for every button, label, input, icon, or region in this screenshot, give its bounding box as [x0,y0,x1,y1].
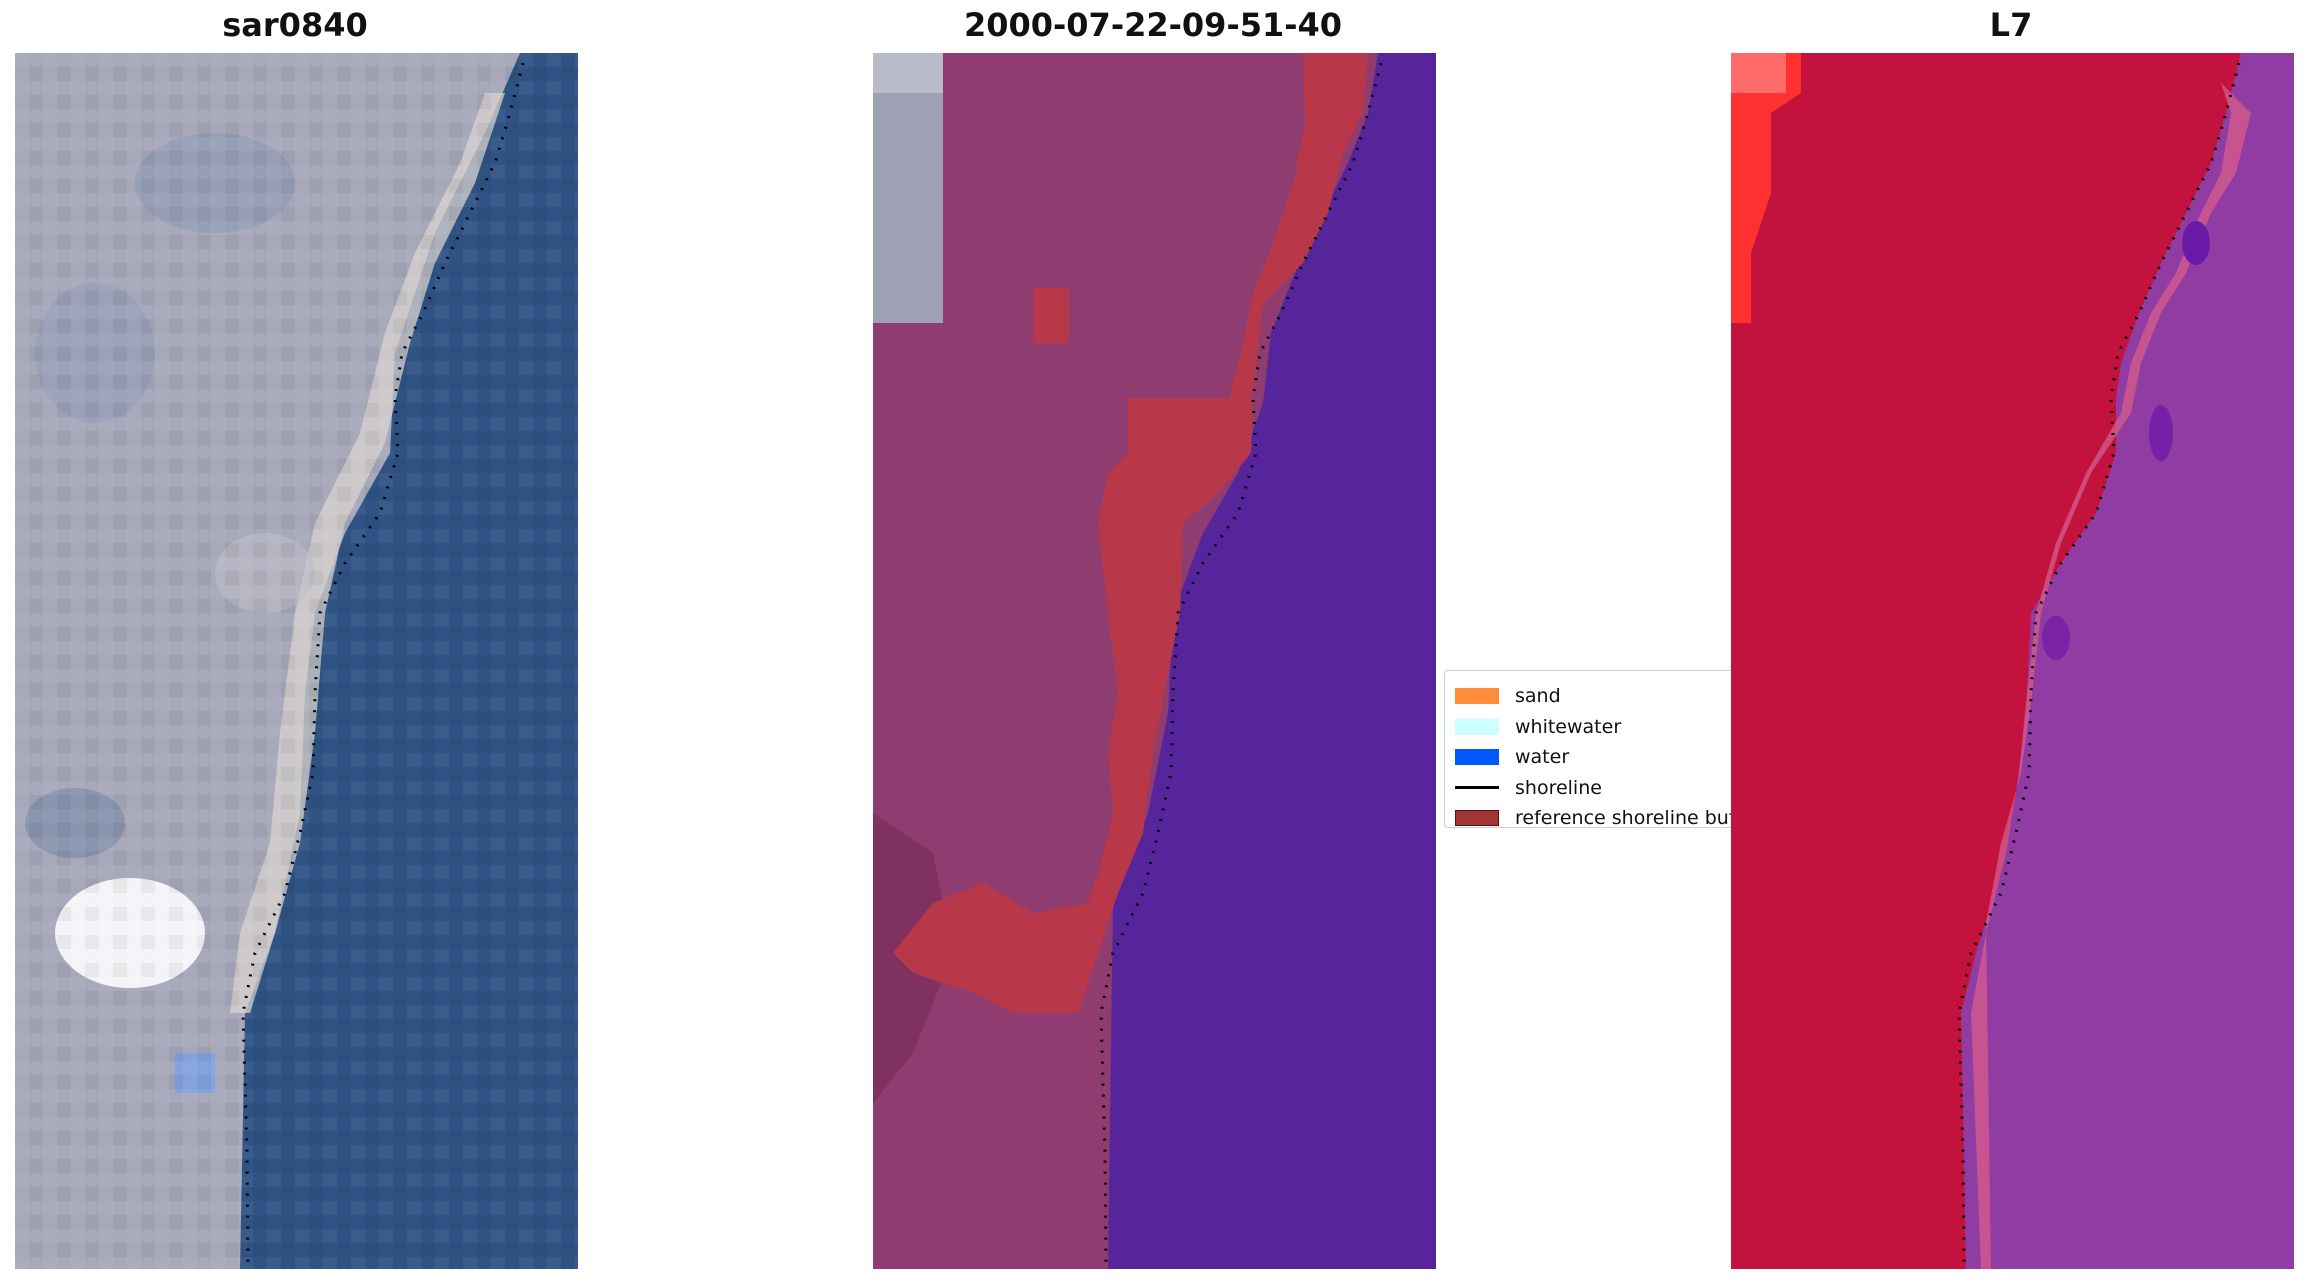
shoreline-dots [241,62,525,1269]
shoreline-dots [1957,62,2241,1269]
rgb-image-panel [15,53,578,1269]
buffer-region-north [1223,53,1368,423]
legend-item-whitewater: whitewater [1455,712,1743,743]
l7-image-panel [1731,53,2294,1269]
legend-label: sand [1515,685,1561,708]
sand-swatch [1455,688,1499,705]
legend-label: shoreline [1515,776,1602,799]
legend-label: whitewater [1515,715,1622,738]
classified-image-panel [873,53,1436,1269]
panel-title-l7: L7 [1989,6,2033,44]
legend-label: water [1515,746,1570,769]
buffer-swatch [1455,810,1499,827]
shoreline-dots [1099,62,1383,1269]
legend-item-sand: sand [1455,681,1743,712]
land-area [1731,53,2241,1269]
bright-patch [1731,53,1801,323]
water-swatch [1455,749,1499,766]
legend: sand whitewater water shoreline referenc… [1444,670,1744,828]
buffer-region-south [893,398,1253,1013]
unclassified-corner [873,53,943,323]
whitewater-swatch [1455,718,1499,735]
rgb-image [15,53,578,1269]
panel-title-rgb: sar0840 [222,6,368,44]
shoreline-swatch [1455,786,1499,790]
buffer-patch [1033,288,1069,343]
legend-label: reference shoreline buffer [1515,807,1744,828]
legend-item-buffer: reference shoreline buffer [1455,803,1744,828]
legend-item-water: water [1455,742,1743,773]
legend-item-shoreline: shoreline [1455,773,1743,804]
l7-image [1731,53,2294,1269]
panel-title-classified: 2000-07-22-09-51-40 [963,6,1343,44]
classified-image [873,53,1436,1269]
